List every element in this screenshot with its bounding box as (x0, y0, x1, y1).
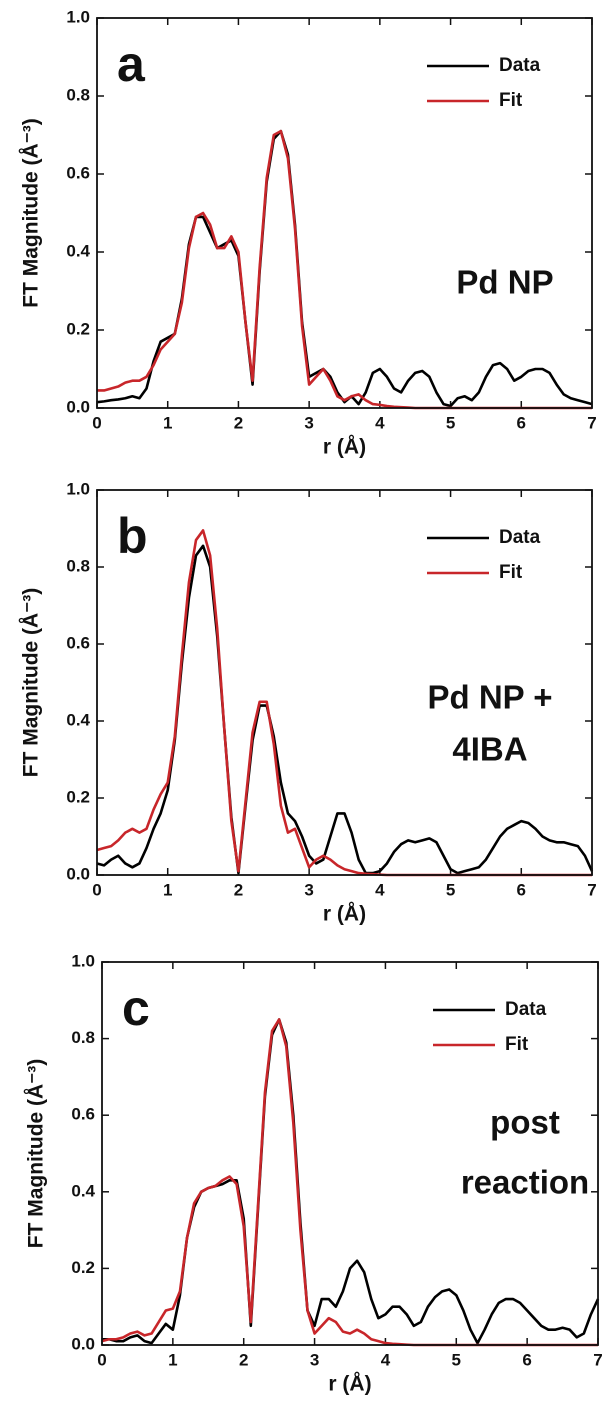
legend-label: Data (499, 55, 541, 76)
x-tick-label: 2 (234, 880, 243, 899)
panel-label: b (117, 508, 148, 564)
x-tick-label: 5 (446, 880, 455, 899)
y-tick-label: 0.0 (71, 1334, 95, 1353)
y-tick-label: 1.0 (66, 479, 90, 498)
x-axis-label: r (Å) (323, 902, 366, 926)
y-tick-label: 1.0 (71, 951, 95, 970)
x-tick-label: 7 (587, 413, 596, 432)
annotation: Pd NP + (427, 679, 552, 716)
x-tick-label: 6 (522, 1350, 531, 1369)
y-tick-label: 0.8 (66, 85, 90, 104)
x-tick-label: 0 (97, 1350, 106, 1369)
y-tick-label: 0.4 (66, 241, 90, 260)
annotation: 4IBA (452, 731, 527, 768)
panel-label: c (122, 980, 150, 1036)
legend-label: Fit (499, 562, 523, 583)
y-tick-label: 0.6 (66, 633, 90, 652)
y-tick-label: 0.0 (66, 397, 90, 416)
plot-frame (96, 489, 593, 876)
x-axis-label: r (Å) (323, 435, 366, 459)
x-tick-label: 7 (593, 1350, 602, 1369)
y-tick-label: 0.4 (66, 710, 90, 729)
y-tick-label: 0.2 (66, 319, 90, 338)
y-tick-label: 0.2 (66, 787, 90, 806)
x-tick-label: 3 (304, 413, 313, 432)
y-tick-label: 0.4 (71, 1181, 95, 1200)
x-tick-label: 5 (446, 413, 455, 432)
plot-frame (96, 17, 593, 409)
x-tick-label: 4 (381, 1350, 391, 1369)
legend-label: Fit (499, 90, 523, 111)
y-tick-label: 0.0 (66, 864, 90, 883)
legend-label: Data (499, 527, 541, 548)
panel-label: a (117, 36, 146, 92)
legend-label: Fit (505, 1034, 529, 1055)
x-tick-label: 1 (168, 1350, 177, 1369)
annotation: reaction (461, 1164, 589, 1201)
legend-label: Data (505, 999, 547, 1020)
x-tick-label: 4 (375, 880, 385, 899)
x-tick-label: 0 (92, 880, 101, 899)
x-axis-label: r (Å) (328, 1372, 371, 1396)
x-tick-label: 6 (517, 880, 526, 899)
plot-frame (101, 961, 599, 1346)
x-tick-label: 2 (239, 1350, 248, 1369)
x-tick-label: 2 (234, 413, 243, 432)
y-axis-label: FT Magnitude (Å⁻³) (24, 1059, 48, 1249)
x-tick-label: 1 (163, 880, 172, 899)
x-tick-label: 4 (375, 413, 385, 432)
y-tick-label: 1.0 (66, 7, 90, 26)
annotation: post (490, 1104, 560, 1141)
y-tick-label: 0.6 (71, 1105, 95, 1124)
y-axis-label: FT Magnitude (Å⁻³) (19, 588, 43, 778)
y-tick-label: 0.2 (71, 1258, 95, 1277)
x-tick-label: 3 (310, 1350, 319, 1369)
x-tick-label: 6 (517, 413, 526, 432)
y-tick-label: 0.6 (66, 163, 90, 182)
y-axis-label: FT Magnitude (Å⁻³) (19, 118, 43, 308)
y-tick-label: 0.8 (71, 1028, 95, 1047)
x-tick-label: 1 (163, 413, 172, 432)
y-tick-label: 0.8 (66, 556, 90, 575)
x-tick-label: 0 (92, 413, 101, 432)
annotation: Pd NP (456, 264, 553, 301)
x-tick-label: 5 (452, 1350, 461, 1369)
x-tick-label: 7 (587, 880, 596, 899)
x-tick-label: 3 (304, 880, 313, 899)
